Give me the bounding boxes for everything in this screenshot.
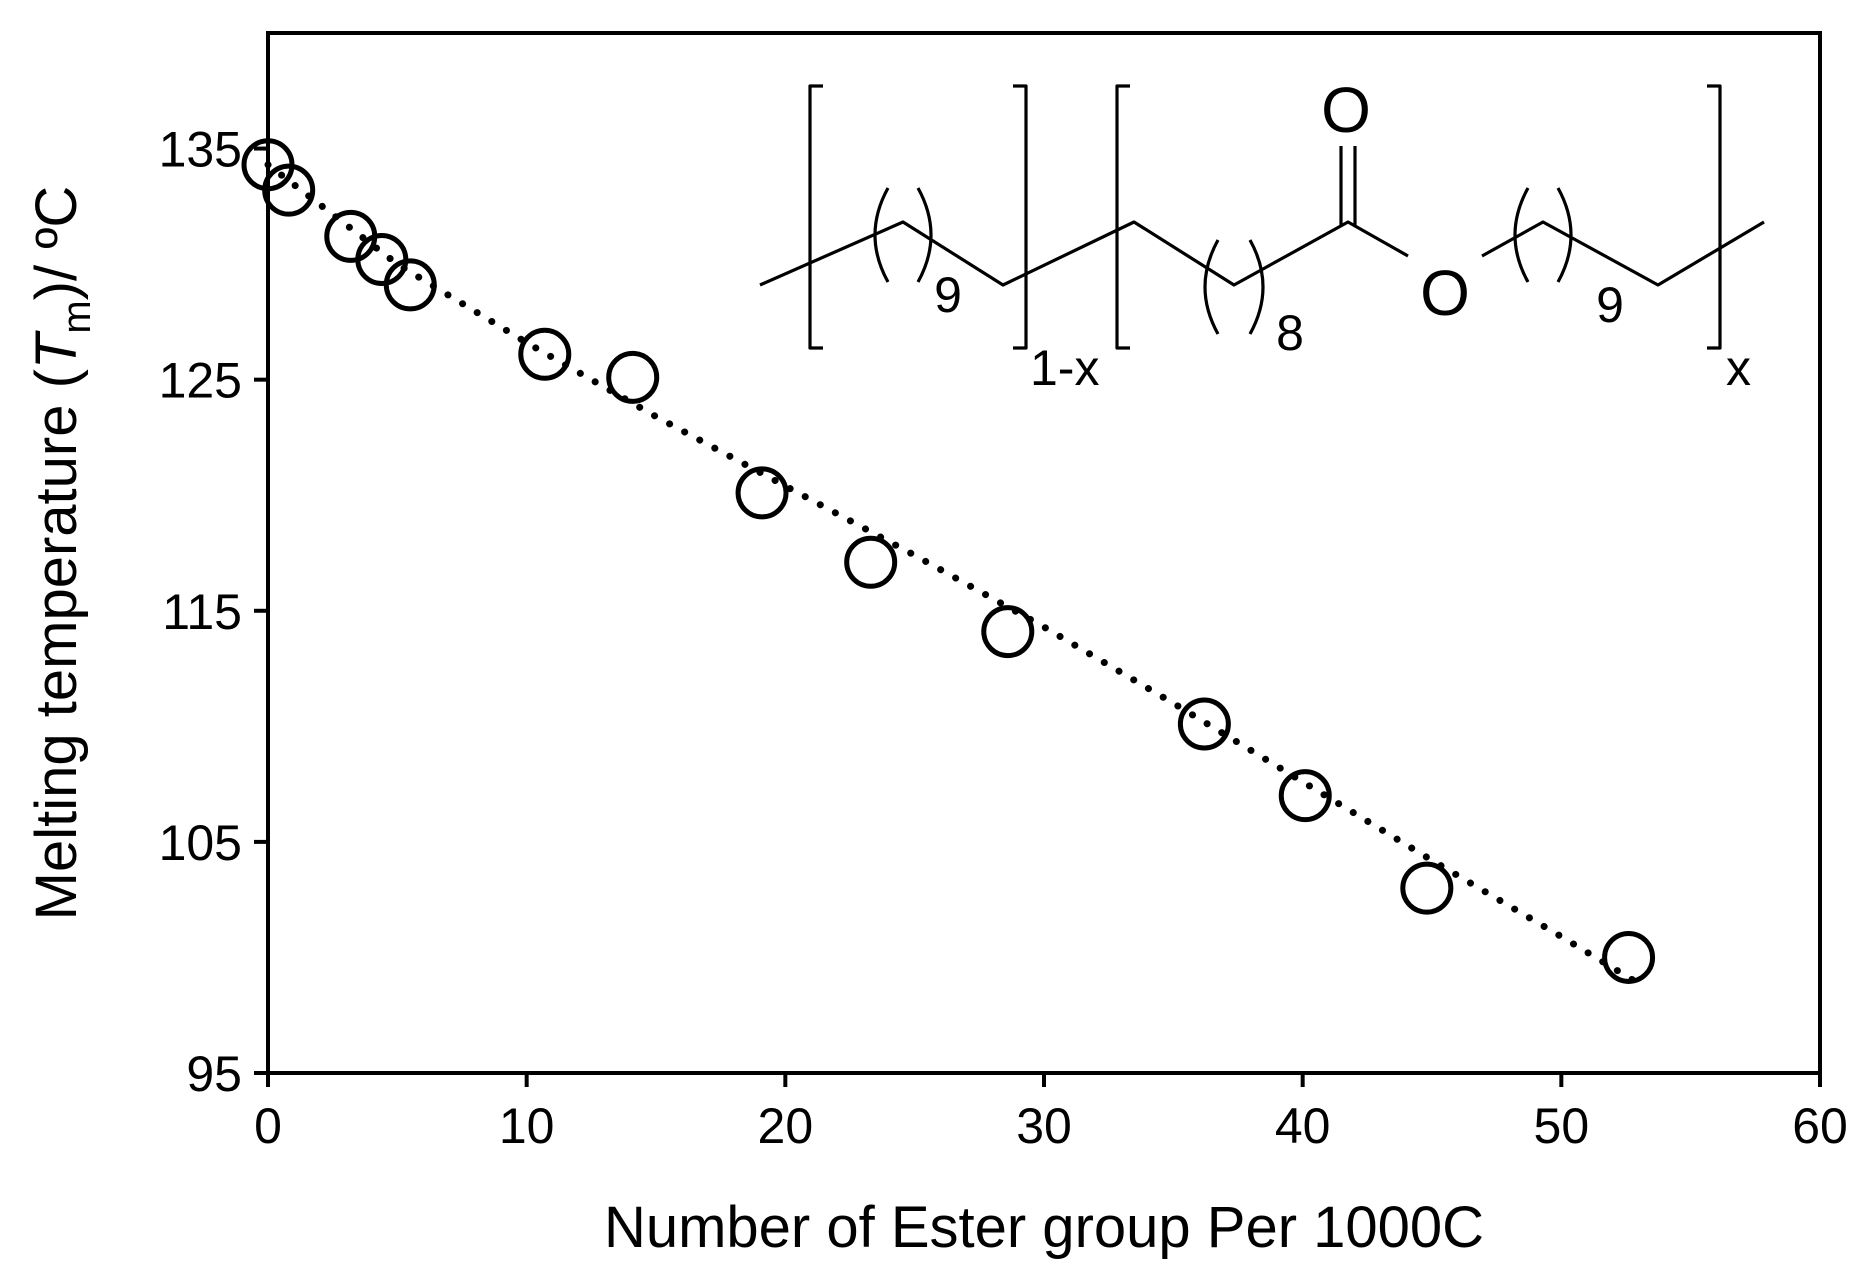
ticks-layer: 0 10 20 30 40 50 60 95 105 115 125 135 — [159, 122, 1848, 1154]
data-point — [735, 466, 789, 520]
x-tick-label: 40 — [1275, 1098, 1331, 1154]
paren-3-left — [1513, 187, 1530, 283]
paren-2-left — [1203, 239, 1220, 335]
oxygen-carbonyl-label: O — [1321, 74, 1371, 146]
data-point — [606, 350, 660, 404]
bracket-2-left — [1115, 84, 1130, 350]
x-tick-label: 0 — [254, 1098, 282, 1154]
data-point — [324, 209, 378, 263]
repeat-count-2: 8 — [1276, 305, 1304, 361]
y-tick-label: 115 — [162, 584, 242, 640]
paren-2-right — [1248, 239, 1265, 335]
data-point — [1602, 930, 1656, 984]
bracket-2-right — [1707, 84, 1722, 350]
bracket-1-right — [1013, 84, 1028, 350]
data-point — [383, 258, 437, 312]
plot-frame — [266, 31, 1822, 1075]
y-tick-label: 135 — [159, 122, 242, 178]
x-axis-title: Number of Ester group Per 1000C — [604, 1195, 1484, 1260]
x-tick-label: 10 — [499, 1098, 555, 1154]
paren-1-left — [873, 187, 890, 283]
backbone-chain-right — [1481, 220, 1765, 287]
y-tick-label: 95 — [186, 1046, 242, 1102]
paren-1-right — [916, 187, 933, 283]
y-axis-title-suffix: )/ ºC — [24, 186, 89, 301]
x-tick-label: 20 — [758, 1098, 814, 1154]
data-point — [1400, 861, 1454, 915]
y-tick-label: 105 — [159, 815, 242, 871]
chemical-structure: O O 9 8 9 1-x x — [759, 74, 1765, 396]
x-tick-label: 50 — [1534, 1098, 1590, 1154]
data-point — [1278, 769, 1332, 823]
subscript-1-x: 1-x — [1030, 340, 1099, 396]
repeat-count-3: 9 — [1596, 277, 1624, 333]
y-tick-label: 125 — [159, 353, 242, 409]
x-tick-label: 60 — [1792, 1098, 1848, 1154]
bracket-1-left — [808, 84, 823, 350]
repeat-count-1: 9 — [934, 267, 962, 323]
oxygen-ester-label: O — [1420, 257, 1470, 329]
y-axis-title: Melting temperature (Tm)/ ºC — [24, 186, 99, 921]
data-point — [518, 327, 572, 381]
backbone-chain — [759, 220, 1409, 287]
data-points-layer — [241, 138, 1656, 984]
y-axis-title-symbol: T — [24, 330, 89, 369]
trendline-layer — [264, 161, 1638, 985]
x-tick-label: 30 — [1016, 1098, 1072, 1154]
data-point — [1177, 697, 1231, 751]
data-point — [262, 163, 316, 217]
paren-3-right — [1556, 187, 1573, 283]
subscript-x: x — [1726, 340, 1751, 396]
data-point — [844, 535, 898, 589]
y-axis-title-subscript: m — [55, 300, 99, 333]
data-point — [981, 605, 1035, 659]
trendline — [264, 161, 1638, 985]
y-axis-title-prefix: Melting temperature ( — [24, 369, 89, 920]
data-point — [355, 232, 409, 286]
